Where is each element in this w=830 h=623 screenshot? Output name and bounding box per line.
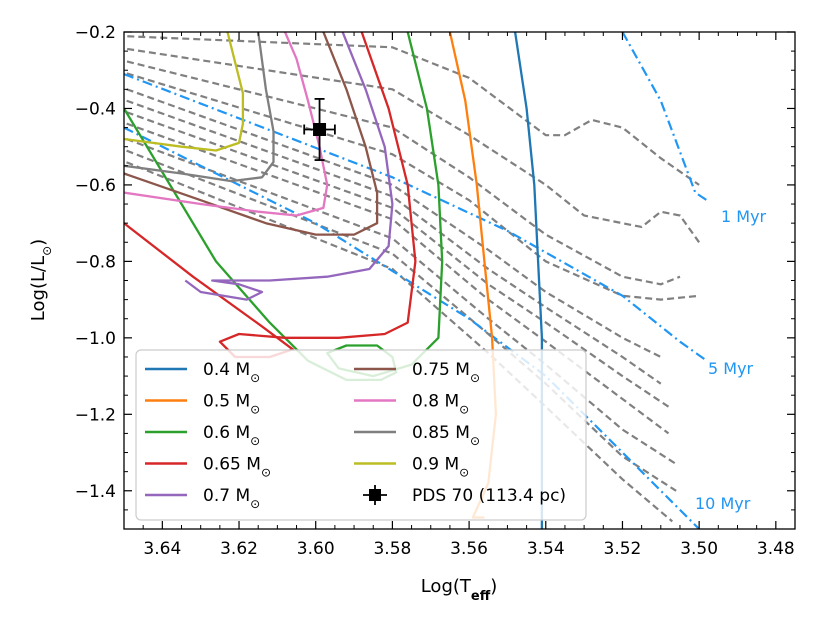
y-axis-title: Log(L/L⊙) [28,239,54,321]
y-axis-title-main: Log(L/L [28,256,49,321]
y-tick-label-6: −1.2 [75,405,116,425]
x-tick-label-2: 3.62 [220,539,258,559]
isochrone-label-1myr: 1 Myr [721,207,767,226]
track-line-4 [124,32,417,359]
gray-isochrones-group [124,35,700,523]
y-tick-label-4: −0.8 [75,252,116,272]
x-tick-label-4: 3.58 [373,539,411,559]
plot-area: 0.4 M⊙ 0.5 M⊙ 0.6 M⊙ 0.65 M⊙ 0.7 M⊙ 0.75 M⊙ 0.… [124,32,708,529]
gray-isochrone-5 [124,87,662,358]
x-tick-label-1: 3.64 [143,539,181,559]
legend-label-7: 0.8 M⊙ [412,392,469,417]
isochrone-labels: 1 Myr 5 Myr 10 Myr [695,207,767,513]
y-axis-title-sun: ⊙ [40,246,54,256]
gray-isochrone-7 [124,110,670,408]
x-tick-label-5: 3.56 [450,539,488,559]
legend: 0.4 M⊙ 0.5 M⊙ 0.6 M⊙ 0.65 M⊙ 0.7 M⊙ 0.75 M⊙ 0.… [135,349,587,521]
legend-label-2: 0.5 M⊙ [203,392,260,417]
gray-isochrone-3 [124,59,681,286]
x-tick-label-6: 3.54 [527,539,565,559]
y-tick-label-5: −1.0 [75,329,116,349]
track-line-6 [124,32,379,236]
legend-label-target: PDS 70 (113.4 pc) [412,486,566,506]
x-axis-title: Log(Teff) [421,576,498,604]
y-tick-label-2: −0.4 [75,99,116,119]
gray-isochrone-6 [124,98,662,385]
x-axis-title-sub: eff [471,589,491,604]
legend-target-marker [369,489,381,501]
evolutionary-tracks-group [124,32,544,529]
target-point [313,122,327,136]
gray-isochrone-4 [124,71,700,301]
legend-label-6: 0.75 M⊙ [412,360,480,385]
gray-isochrone-8 [124,121,670,435]
gray-isochrone-2 [124,47,700,243]
legend-label-9: 0.9 M⊙ [412,455,469,480]
legend-label-8: 0.85 M⊙ [412,423,480,448]
x-tick-label-3: 3.60 [297,539,335,559]
legend-label-3: 0.6 M⊙ [203,423,260,448]
gray-isochrone-10 [124,148,677,492]
x-axis-title-close: ) [490,576,497,597]
x-tick-label-9: 3.48 [757,539,795,559]
legend-label-1: 0.4 M⊙ [203,360,260,385]
axis-ticks: 3.64 3.62 3.60 3.58 3.56 3.54 3.52 3.50 3.48 −0.2… [75,23,795,559]
legend-box [135,349,587,521]
gray-isochrone-9 [124,136,677,465]
track-line-8 [124,32,275,183]
isochrone-line-10-myr [124,126,700,529]
track-line-3 [124,32,444,382]
x-tick-label-7: 3.52 [604,539,642,559]
track-line-7 [124,32,329,217]
legend-label-4: 0.65 M⊙ [203,455,271,480]
y-tick-label-3: −0.6 [75,176,116,196]
isochrone-line-1-myr [621,32,708,202]
isochrone-label-10myr: 10 Myr [695,494,751,513]
y-tick-label-7: −1.4 [75,482,116,502]
y-tick-label-1: −0.2 [75,23,116,43]
gray-isochrone-1 [124,35,700,186]
target-marker-group [303,98,336,161]
track-line-9 [124,32,245,152]
labeled-isochrones-group [124,32,708,529]
isochrone-label-5myr: 5 Myr [708,359,754,378]
x-axis-title-main: Log(T [421,576,472,597]
x-tick-label-8: 3.50 [680,539,718,559]
isochrone-line-5-myr [124,73,708,362]
legend-label-5: 0.7 M⊙ [203,486,260,511]
y-axis-title-close: ) [28,239,49,246]
track-line-5 [184,32,394,301]
